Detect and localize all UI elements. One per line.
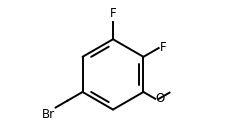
Text: F: F	[109, 7, 116, 20]
Text: F: F	[160, 41, 166, 54]
Text: Br: Br	[42, 108, 55, 121]
Text: O: O	[155, 92, 164, 105]
